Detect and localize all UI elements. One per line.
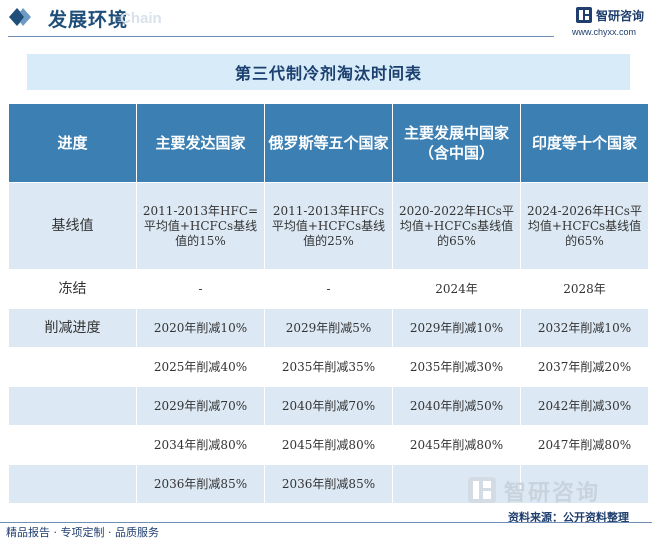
- table-cell: 2036年削减85%: [264, 464, 393, 504]
- table-cell: 2020-2022年HCs平均值+HCFCs基线值的65%: [392, 182, 521, 270]
- row-label: 冻结: [8, 269, 137, 309]
- table-header-row: 进度 主要发达国家 俄罗斯等五个国家 主要发展中国家（含中国） 印度等十个国家: [8, 103, 649, 183]
- row-label: [8, 347, 137, 387]
- table-cell: 2011-2013年HFC=平均值+HCFCs基线值的15%: [136, 182, 265, 270]
- phase-out-table: 进度 主要发达国家 俄罗斯等五个国家 主要发展中国家（含中国） 印度等十个国家 …: [8, 103, 649, 504]
- column-header: 俄罗斯等五个国家: [264, 103, 393, 183]
- table-row: 削减进度 2020年削减10% 2029年削减5% 2029年削减10% 203…: [8, 308, 649, 348]
- brand-name: 智研咨询: [596, 9, 645, 23]
- column-header: 主要发达国家: [136, 103, 265, 183]
- row-label: 基线值: [8, 182, 137, 270]
- table-title: 第三代制冷剂淘汰时间表: [234, 64, 422, 83]
- table-cell: 2029年削减5%: [264, 308, 393, 348]
- header-divider: [8, 36, 554, 37]
- table-title-band: 第三代制冷剂淘汰时间表: [27, 54, 630, 90]
- table-cell: 2029年削减10%: [392, 308, 521, 348]
- table-cell: 2035年削减35%: [264, 347, 393, 387]
- footer-divider: [0, 522, 652, 523]
- table-cell: 2040年削减50%: [392, 386, 521, 426]
- table-cell: -: [136, 269, 265, 309]
- table-row: 基线值 2011-2013年HFC=平均值+HCFCs基线值的15% 2011-…: [8, 182, 649, 270]
- table-cell: 2045年削减80%: [264, 425, 393, 465]
- brand-logo-icon: [576, 7, 592, 23]
- watermark-text: 智研咨询: [504, 481, 601, 506]
- column-header: 印度等十个国家: [520, 103, 649, 183]
- row-label: [8, 386, 137, 426]
- table-cell: 2034年削减80%: [136, 425, 265, 465]
- table-cell: 2032年削减10%: [520, 308, 649, 348]
- table-cell: [520, 464, 649, 504]
- table-cell: -: [264, 269, 393, 309]
- table-cell: 2029年削减70%: [136, 386, 265, 426]
- header-watermark: Chain: [120, 10, 162, 27]
- column-header: 进度: [8, 103, 137, 183]
- table-cell: 2045年削减80%: [392, 425, 521, 465]
- diamond-logo-icon: [9, 8, 31, 26]
- footer-tagline: 精品报告 · 专项定制 · 品质服务: [6, 526, 159, 539]
- table-cell: 2011-2013年HFCs平均值+HCFCs基线值的25%: [264, 182, 393, 270]
- table-cell: 2036年削减85%: [136, 464, 265, 504]
- table-cell: [392, 464, 521, 504]
- row-label: [8, 464, 137, 504]
- row-label: 削减进度: [8, 308, 137, 348]
- table-row: 2036年削减85% 2036年削减85%: [8, 464, 649, 504]
- row-label: [8, 425, 137, 465]
- table-cell: 2024年: [392, 269, 521, 309]
- table-cell: 2042年削减30%: [520, 386, 649, 426]
- table-cell: 2040年削减70%: [264, 386, 393, 426]
- column-header: 主要发展中国家（含中国）: [392, 103, 521, 183]
- bottom-watermark: 智研咨询: [468, 475, 638, 506]
- table-row: 2029年削减70% 2040年削减70% 2040年削减50% 2042年削减…: [8, 386, 649, 426]
- table-cell: 2020年削减10%: [136, 308, 265, 348]
- section-title: 发展环境: [48, 9, 129, 31]
- table-cell: 2035年削减30%: [392, 347, 521, 387]
- brand-url[interactable]: www.chyxx.com: [572, 27, 637, 37]
- source-note: 资料来源：公开资料整理: [508, 511, 629, 524]
- table-row: 2025年削减40% 2035年削减35% 2035年削减30% 2037年削减…: [8, 347, 649, 387]
- header: 发展环境 Chain 智研咨询 www.chyxx.com: [0, 0, 652, 37]
- table-cell: 2024-2026年HCs平均值+HCFCs基线值的65%: [520, 182, 649, 270]
- table-cell: 2047年削减80%: [520, 425, 649, 465]
- table-row: 冻结 - - 2024年 2028年: [8, 269, 649, 309]
- table-cell: 2037年削减20%: [520, 347, 649, 387]
- table-cell: 2025年削减40%: [136, 347, 265, 387]
- watermark-logo-icon: [468, 477, 496, 503]
- table-cell: 2028年: [520, 269, 649, 309]
- table-row: 2034年削减80% 2045年削减80% 2045年削减80% 2047年削减…: [8, 425, 649, 465]
